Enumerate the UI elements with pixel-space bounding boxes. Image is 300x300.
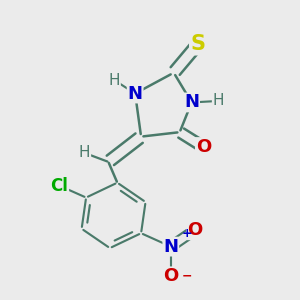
Text: O: O [187, 221, 202, 239]
Text: N: N [128, 85, 142, 103]
Text: Cl: Cl [50, 177, 68, 195]
Text: +: + [182, 227, 193, 240]
Text: O: O [196, 138, 211, 156]
Text: H: H [79, 146, 90, 160]
Text: H: H [213, 94, 224, 109]
Text: N: N [184, 93, 199, 111]
Text: S: S [190, 34, 205, 55]
Text: −: − [182, 270, 192, 283]
Text: N: N [163, 238, 178, 256]
Text: O: O [163, 267, 178, 285]
Text: H: H [109, 73, 120, 88]
